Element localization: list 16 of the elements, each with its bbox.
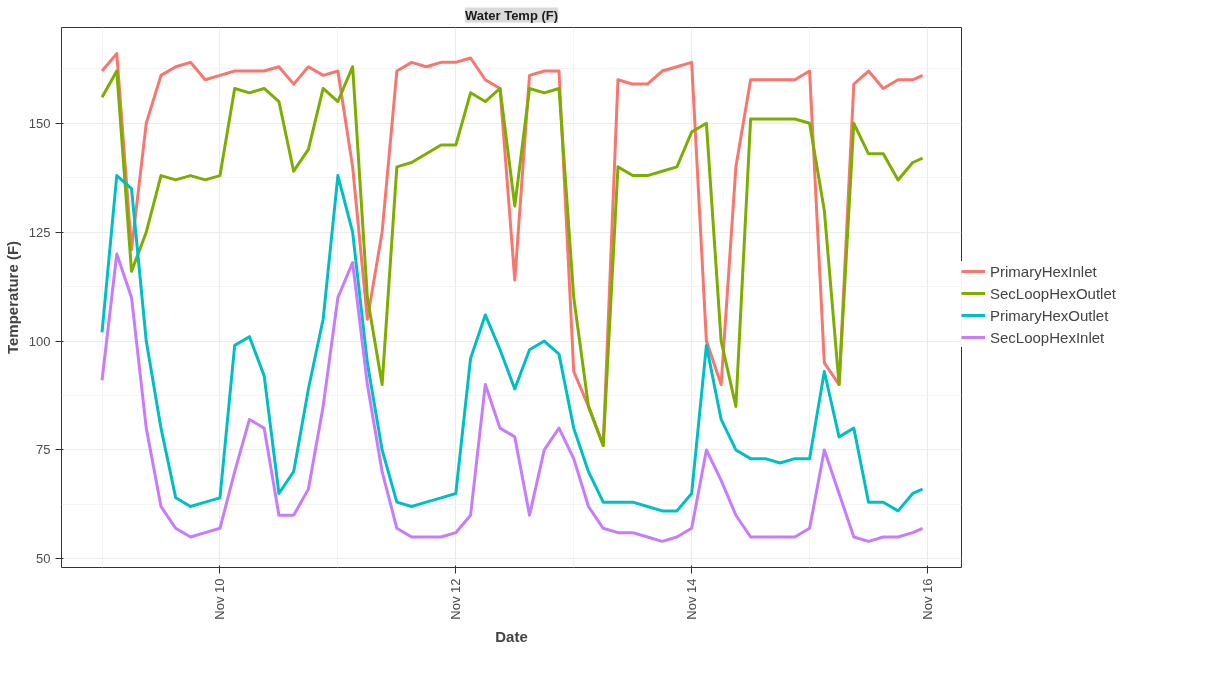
legend-label: PrimaryHexOutlet (990, 306, 1109, 324)
x-tick-label: Nov 14 (684, 578, 700, 620)
y-axis-title: Temperature (F) (3, 240, 21, 355)
x-tick-label: Nov 10 (212, 578, 228, 620)
y-tick-label: 50 (36, 551, 51, 567)
y-tick-label: 100 (28, 333, 51, 349)
chart-title: Water Temp (F) (464, 7, 559, 23)
legend-label: SecLoopHexInlet (990, 328, 1105, 346)
x-axis-title: Date (495, 627, 528, 645)
x-tick-label: Nov 16 (920, 578, 936, 620)
y-tick-label: 75 (36, 442, 51, 458)
legend-label: PrimaryHexInlet (990, 262, 1097, 280)
y-tick-label: 125 (28, 224, 51, 240)
legend-label: SecLoopHexOutlet (990, 284, 1116, 302)
x-tick-label: Nov 12 (448, 578, 464, 620)
y-tick-label: 150 (28, 115, 51, 131)
